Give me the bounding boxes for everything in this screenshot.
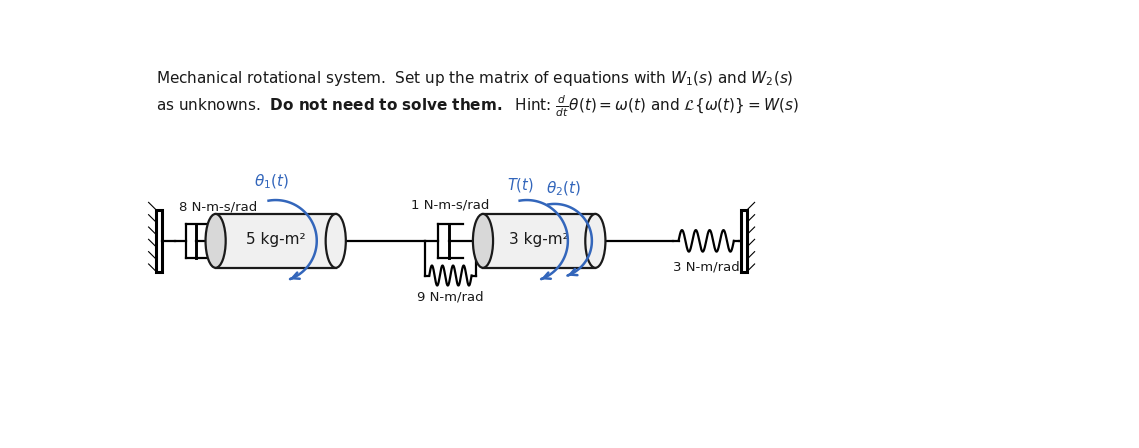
Ellipse shape (205, 214, 226, 268)
Bar (741, 210, 747, 271)
Text: Mechanical rotational system.  Set up the matrix of equations with $W_1(s)$ and : Mechanical rotational system. Set up the… (156, 69, 794, 88)
Bar (156, 210, 162, 271)
Text: as unknowns.  $\mathbf{Do\ not\ need\ to\ solve\ them.}$  Hint: $\frac{d}{dt}\th: as unknowns. $\mathbf{Do\ not\ need\ to\… (156, 94, 798, 119)
Text: $\theta_1(t)$: $\theta_1(t)$ (254, 172, 289, 191)
Bar (215, 214, 336, 268)
Text: 5 kg-m²: 5 kg-m² (246, 232, 305, 247)
Ellipse shape (326, 214, 346, 268)
Text: 3 N-m/rad: 3 N-m/rad (673, 261, 739, 274)
Text: 1 N-m-s/rad: 1 N-m-s/rad (411, 198, 490, 211)
Bar (483, 214, 596, 268)
Text: $\theta_2(t)$: $\theta_2(t)$ (547, 179, 582, 198)
Text: 3 kg-m²: 3 kg-m² (509, 232, 570, 247)
Text: 9 N-m/rad: 9 N-m/rad (417, 291, 484, 304)
Ellipse shape (473, 214, 493, 268)
Text: $T(t)$: $T(t)$ (507, 176, 534, 194)
Ellipse shape (585, 214, 606, 268)
Text: 8 N-m-s/rad: 8 N-m-s/rad (179, 200, 257, 213)
